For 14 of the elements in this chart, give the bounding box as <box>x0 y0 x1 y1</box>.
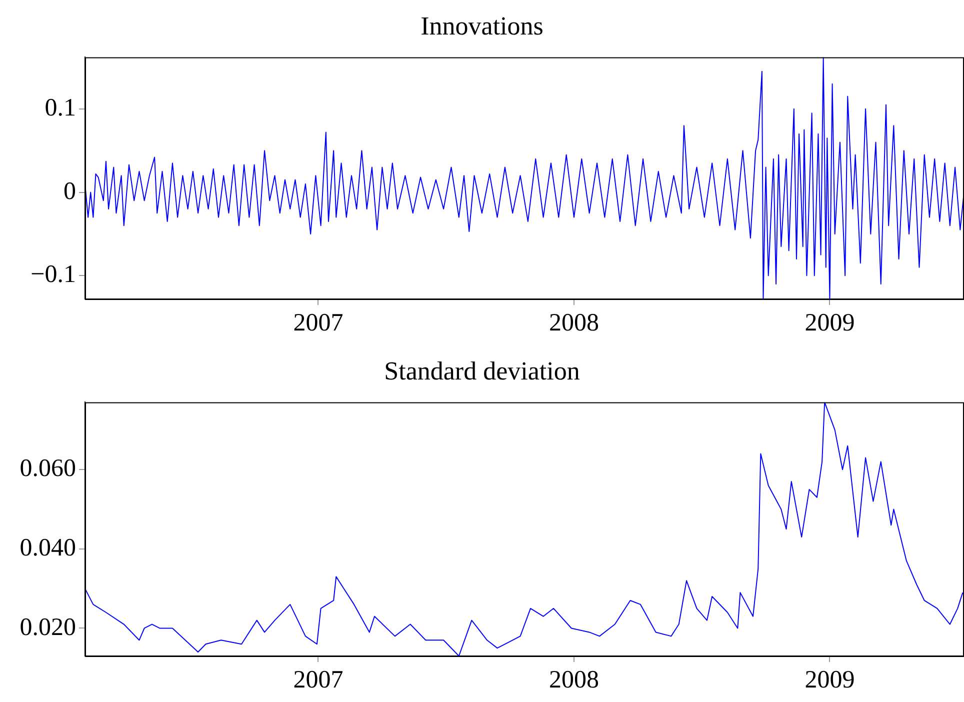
y-tick-label: 0.1 <box>44 94 76 122</box>
x-tick-label: 2009 <box>804 666 855 694</box>
x-tick-label: 2008 <box>548 310 599 337</box>
x-tick-label: 2007 <box>293 666 344 694</box>
chart-title: Standard deviation <box>384 356 580 386</box>
y-tick-label: 0.020 <box>20 614 76 641</box>
chart-title: Innovations <box>420 11 544 40</box>
y-tick-label: 0.060 <box>20 455 76 482</box>
y-tick-label: 0 <box>64 178 76 205</box>
x-tick-label: 2007 <box>293 310 344 337</box>
x-tick-label: 2008 <box>548 666 599 694</box>
x-tick-label: 2009 <box>804 310 855 337</box>
y-tick-label: −0.1 <box>30 261 76 288</box>
y-tick-label: 0.040 <box>20 534 76 562</box>
